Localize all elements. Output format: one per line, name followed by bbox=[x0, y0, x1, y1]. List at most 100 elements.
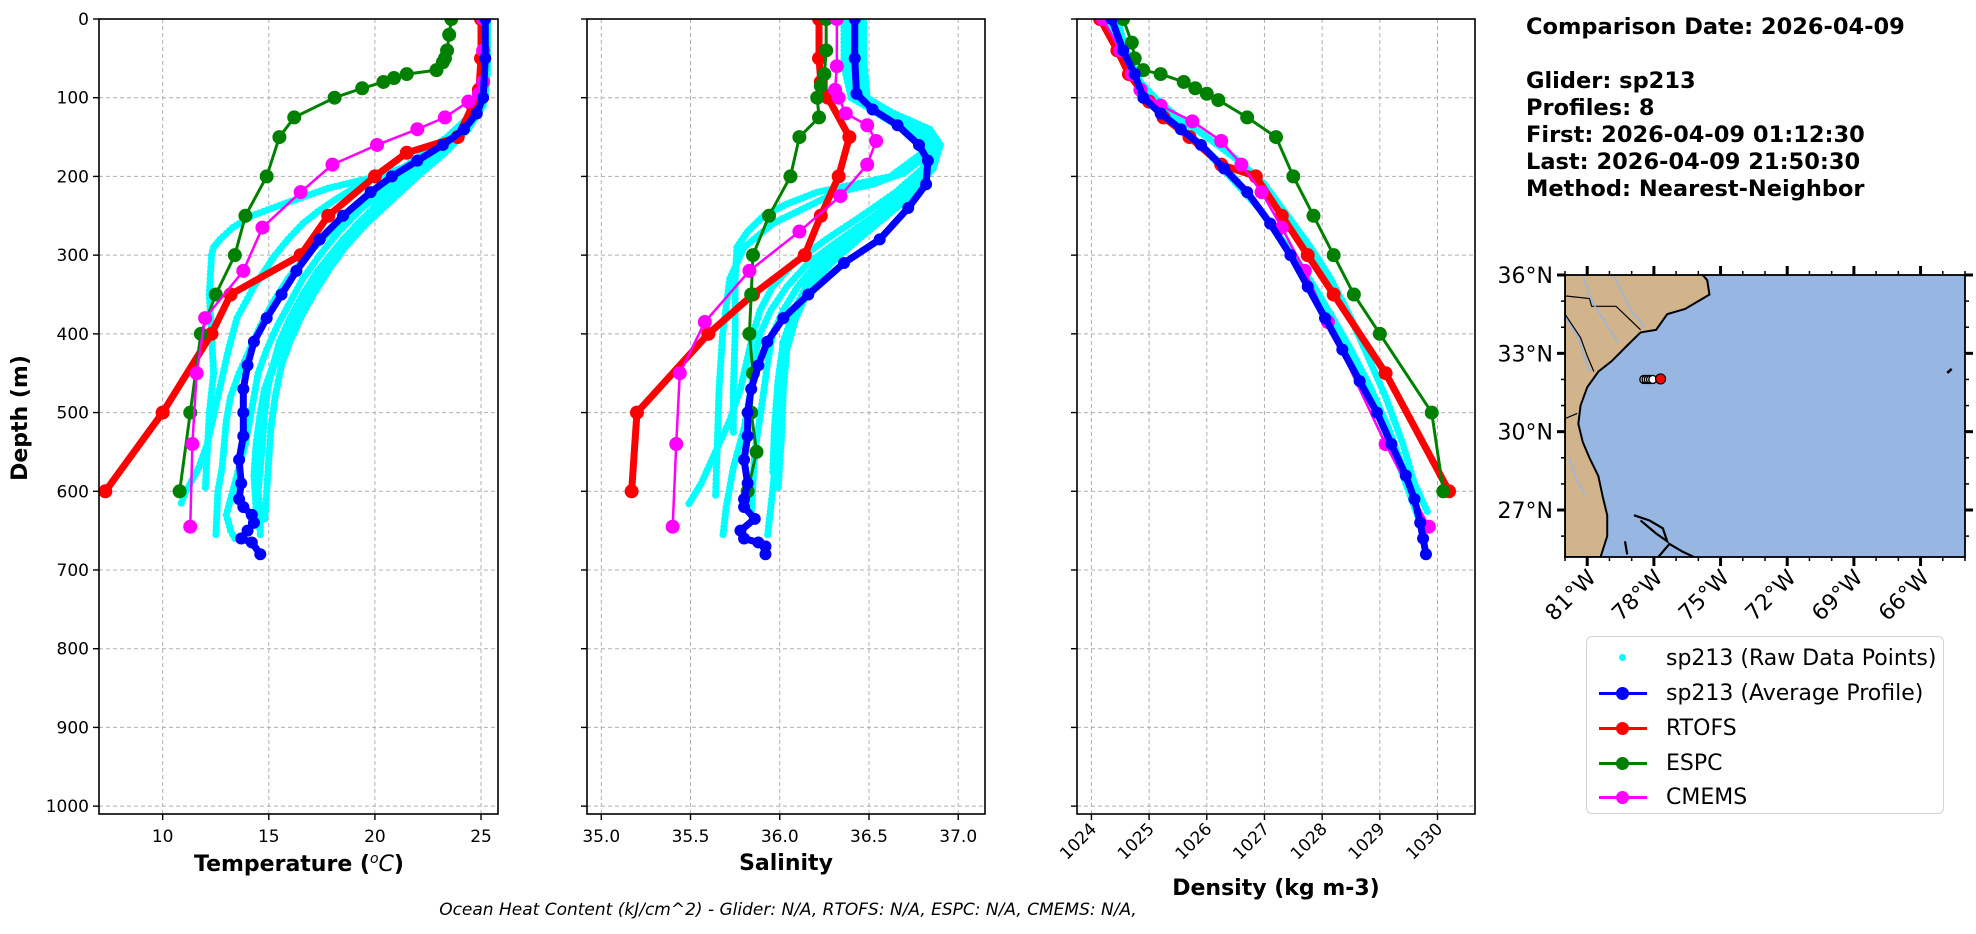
glider-marker bbox=[470, 107, 483, 120]
cmems-marker bbox=[665, 519, 680, 534]
glider-marker bbox=[237, 406, 250, 419]
x-tick-label: 1027 bbox=[1229, 819, 1274, 864]
espc-marker bbox=[238, 208, 253, 223]
river bbox=[1613, 275, 1646, 328]
glider-marker bbox=[1370, 406, 1383, 419]
espc-marker bbox=[444, 19, 459, 26]
lon-tick-label: 66°W bbox=[1874, 565, 1935, 626]
cmems-marker bbox=[838, 106, 853, 121]
rtofs-marker bbox=[155, 405, 170, 420]
cmems-marker bbox=[437, 110, 452, 125]
glider-marker bbox=[891, 119, 904, 132]
legend-label: ESPC bbox=[1666, 750, 1723, 776]
location-map: 36°N 33°N 30°N 27°N 81°W 78°W 75°W 72°W 69°W 66°W bbox=[1498, 264, 1973, 626]
glider-marker bbox=[761, 335, 774, 348]
espc-marker bbox=[1188, 81, 1203, 96]
glider-marker bbox=[1128, 68, 1141, 81]
river bbox=[1565, 316, 1591, 372]
bahamas-coast bbox=[1623, 541, 1629, 555]
x-tick-label: 37.0 bbox=[939, 827, 977, 847]
espc-marker bbox=[272, 130, 287, 145]
rtofs-marker bbox=[321, 208, 336, 223]
x-tick-label: 15 bbox=[258, 827, 280, 847]
x-tick-label: 1030 bbox=[1402, 819, 1447, 864]
cmems-marker bbox=[183, 519, 198, 534]
y-tick-label: 700 bbox=[57, 561, 89, 581]
glider-marker bbox=[738, 501, 751, 514]
lon-tick-label: 69°W bbox=[1807, 565, 1868, 626]
y-tick-label: 300 bbox=[57, 246, 89, 266]
state-border bbox=[1565, 295, 1641, 331]
cmems-marker bbox=[293, 185, 308, 200]
glider-marker bbox=[235, 532, 248, 545]
espc-marker bbox=[227, 248, 242, 263]
glider-marker bbox=[436, 138, 449, 151]
y-axis-label: Depth (m) bbox=[8, 355, 33, 481]
cmems-marker bbox=[325, 157, 340, 172]
cmems-marker bbox=[461, 94, 476, 109]
espc-marker bbox=[387, 71, 402, 86]
glider-line bbox=[736, 19, 932, 558]
legend-label: RTOFS bbox=[1666, 715, 1737, 741]
x-tick-label: 20 bbox=[364, 827, 386, 847]
series-cmems bbox=[665, 19, 884, 534]
cmems-marker bbox=[672, 366, 687, 381]
espc-marker bbox=[1211, 93, 1226, 108]
rtofs-marker bbox=[629, 405, 644, 420]
espc-marker bbox=[762, 208, 777, 223]
espc-marker bbox=[327, 90, 342, 105]
espc-marker bbox=[1240, 110, 1255, 125]
glider-marker bbox=[1137, 91, 1150, 104]
plot-area bbox=[99, 19, 492, 561]
cmems-marker bbox=[410, 122, 425, 137]
lon-tick-label: 72°W bbox=[1741, 565, 1802, 626]
espc-marker bbox=[355, 81, 370, 96]
glider-marker bbox=[1264, 217, 1277, 230]
espc-marker bbox=[1199, 86, 1214, 101]
rtofs-marker bbox=[624, 484, 639, 499]
map-content bbox=[1565, 275, 1953, 557]
raw-data-point bbox=[719, 530, 727, 539]
rtofs-marker bbox=[701, 326, 716, 341]
state-border bbox=[1565, 313, 1595, 372]
rtofs-marker bbox=[813, 208, 828, 223]
glider-marker bbox=[1174, 123, 1187, 136]
glider-marker bbox=[902, 201, 915, 214]
espc-marker bbox=[1116, 19, 1131, 26]
x-tick-label: 36.0 bbox=[761, 827, 799, 847]
x-tick-label: 1028 bbox=[1287, 819, 1332, 864]
glider-marker bbox=[1336, 343, 1349, 356]
glider-marker bbox=[233, 453, 246, 466]
glider-latest-position bbox=[1654, 373, 1667, 385]
raw-profile bbox=[252, 19, 491, 499]
glider-marker bbox=[364, 186, 377, 199]
cmems-marker bbox=[860, 157, 875, 172]
espc-marker bbox=[1176, 74, 1191, 89]
raw-data-point bbox=[261, 515, 269, 523]
raw-data-point bbox=[177, 499, 185, 507]
y-tick-label: 600 bbox=[57, 482, 89, 502]
cmems-marker bbox=[236, 263, 251, 278]
espc-marker bbox=[1424, 405, 1439, 420]
cmems-marker bbox=[189, 366, 204, 381]
glider-marker bbox=[411, 154, 424, 167]
cmems-marker bbox=[255, 220, 270, 235]
x-tick-label: 1024 bbox=[1056, 819, 1101, 864]
lat-tick-label: 30°N bbox=[1498, 421, 1553, 446]
bermuda bbox=[1946, 368, 1953, 374]
glider-marker bbox=[1419, 548, 1432, 561]
raw-data-point bbox=[1423, 507, 1431, 515]
y-tick-label: 0 bbox=[78, 10, 89, 30]
raw-data-point bbox=[729, 428, 737, 436]
series-cmems bbox=[183, 19, 491, 534]
glider-marker bbox=[848, 19, 861, 25]
rtofs-marker bbox=[367, 169, 382, 184]
glider-marker bbox=[275, 288, 288, 301]
cmems-marker bbox=[742, 263, 757, 278]
x-tick-label: 36.5 bbox=[850, 827, 888, 847]
rtofs-marker bbox=[842, 130, 857, 145]
y-tick-label: 500 bbox=[57, 404, 89, 424]
legend-item-rtofs: RTOFS bbox=[1587, 713, 1737, 743]
espc-marker bbox=[172, 484, 187, 499]
glider-marker bbox=[866, 103, 879, 116]
